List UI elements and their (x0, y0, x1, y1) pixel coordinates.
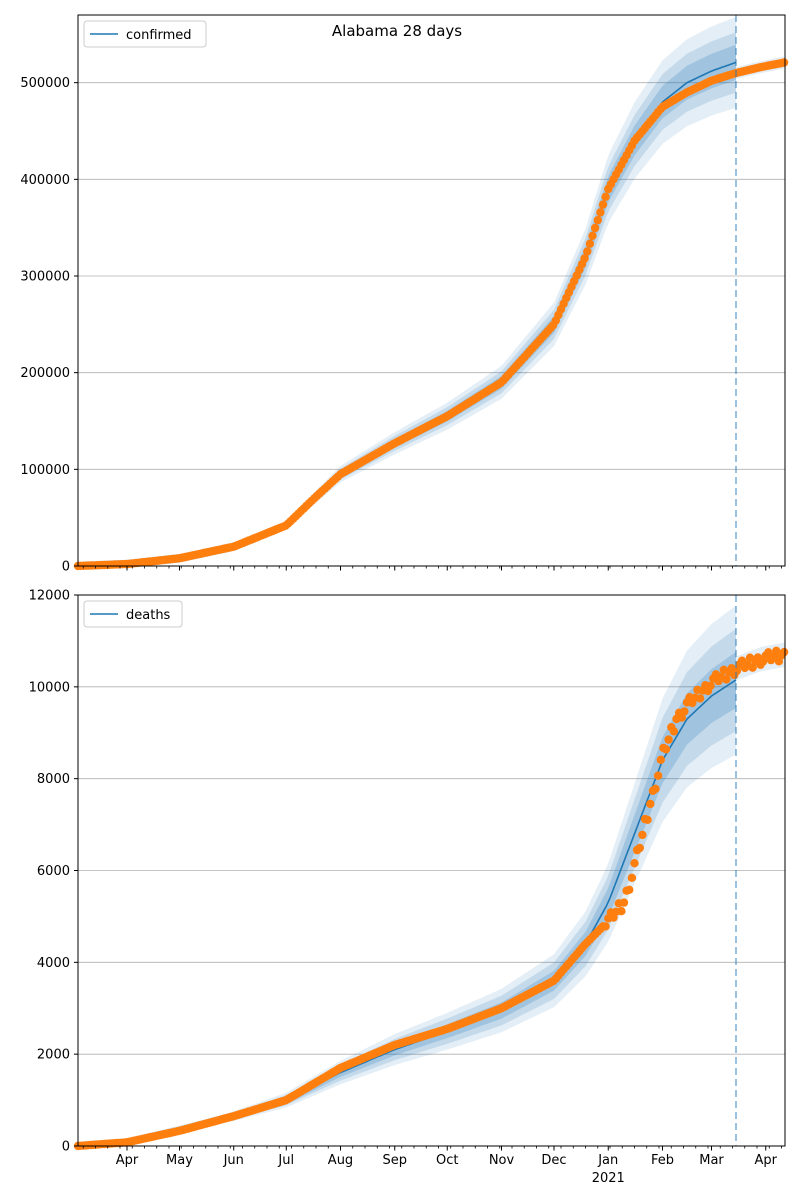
xtick-label: Nov (489, 1153, 515, 1168)
confirmed-axes-frame (77, 14, 786, 567)
deaths-observed-point (722, 675, 731, 684)
xtick-label: Apr (116, 1153, 139, 1168)
confirmed-ytick-label: 100000 (20, 463, 70, 478)
deaths-observed-point (638, 830, 647, 840)
xtick-label: Sep (382, 1153, 407, 1168)
confirmed-observed-point (601, 192, 610, 201)
deaths-observed-point (617, 907, 626, 916)
deaths-ytick-label: 10000 (29, 680, 70, 695)
deaths-observed-point (646, 799, 655, 809)
deaths-observed-point (732, 666, 742, 676)
confirmed-observed-point (580, 254, 589, 263)
confirmed-legend: confirmed (83, 20, 207, 48)
confirmed-uncertainty-band (78, 17, 736, 566)
deaths-ytick-label: 4000 (37, 956, 70, 971)
deaths-observed-point (619, 898, 629, 907)
confirmed-observed-point (590, 223, 600, 233)
deaths-observed-point (680, 707, 689, 716)
confirmed-observed-point (598, 200, 608, 209)
deaths-observed-point (627, 873, 637, 882)
deaths-observed-point (664, 735, 673, 744)
deaths-observed-point (635, 843, 644, 853)
deaths-ytick-label: 2000 (37, 1048, 70, 1063)
confirmed-observed-point (583, 247, 592, 256)
deaths-legend-label: deaths (126, 608, 171, 623)
deaths-observed-point (661, 745, 671, 754)
deaths-ytick-label: 0 (62, 1140, 70, 1155)
deaths-observed-point (748, 663, 757, 672)
figure-title: Alabama 28 days (332, 22, 462, 40)
confirmed-observed-point (588, 231, 597, 240)
deaths-observed-point (695, 694, 705, 703)
confirmed-legend-label: confirmed (126, 28, 192, 43)
xtick-label: Apr (755, 1153, 778, 1168)
confirmed-observed-point (596, 208, 605, 217)
xtick-label: May (166, 1153, 193, 1168)
deaths-observed-point (656, 755, 665, 764)
confirmed-panel: 0 100000 200000 300000 400000 500000 confirmed (20, 14, 789, 575)
confirmed-ytick-label: 300000 (20, 270, 70, 285)
deaths-observed-point (601, 922, 610, 931)
xtick-label: Mar (699, 1153, 724, 1168)
deaths-legend: deaths (83, 600, 183, 628)
confirmed-legend-box (83, 20, 207, 48)
xtick-label: Dec (541, 1153, 566, 1168)
xtick-label: Feb (651, 1153, 674, 1168)
xtick-label: Oct (436, 1153, 458, 1168)
deaths-panel: 0 2000 4000 6000 8000 10000 12000 Apr May Jun Jul A… (29, 589, 789, 1186)
deaths-observed-point (651, 784, 660, 793)
deaths-observed-point (669, 727, 679, 736)
deaths-ytick-label: 12000 (29, 589, 70, 604)
deaths-ytick-label: 6000 (37, 864, 70, 879)
deaths-uncertainty-band (78, 652, 736, 1146)
deaths-observed-point (653, 771, 663, 780)
xtick-label: Jul (277, 1153, 294, 1168)
deaths-legend-box (83, 600, 183, 628)
confirmed-ytick-label: 0 (62, 560, 70, 575)
deaths-observed-point (630, 859, 639, 868)
confirmed-ytick-label: 500000 (20, 76, 70, 91)
year-label: 2021 (592, 1171, 625, 1186)
xtick-label: Jan (597, 1153, 618, 1168)
xtick-label: Jun (223, 1153, 244, 1168)
xtick-label: Aug (328, 1153, 353, 1168)
confirmed-ytick-label: 400000 (20, 173, 70, 188)
confirmed-observed-point (585, 239, 595, 248)
deaths-ytick-label: 8000 (37, 772, 70, 787)
deaths-observed-point (643, 815, 652, 824)
confirmed-ytick-label: 200000 (20, 366, 70, 381)
confirmed-observed-point (779, 58, 789, 67)
deaths-observed-point (706, 681, 715, 690)
deaths-observed-point (625, 885, 634, 894)
deaths-observed-point (779, 647, 789, 657)
confirmed-uncertainty-band (78, 32, 736, 567)
confirmed-observed-point (593, 216, 602, 225)
